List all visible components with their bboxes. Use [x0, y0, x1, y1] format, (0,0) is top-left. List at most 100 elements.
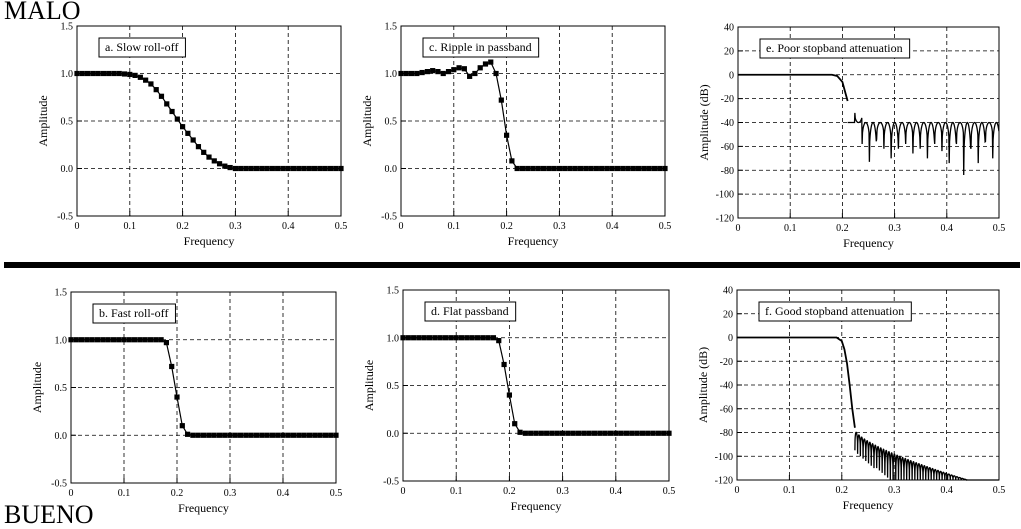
data-point	[430, 68, 436, 74]
chart-d: 0 0.1 0.2 0.3 0.4 0.5 -0.5 0.0 0.5 1.0 1.5 Frequenc…	[362, 286, 675, 514]
x-tick-label: 0.1	[450, 486, 463, 497]
x-tick-label: 0.1	[448, 221, 461, 232]
data-point	[609, 165, 615, 172]
y-tick-label: -40	[721, 118, 734, 129]
data-point	[291, 432, 297, 438]
data-point	[163, 340, 169, 346]
data-point	[424, 69, 430, 75]
data-point	[153, 87, 159, 93]
data-point	[158, 93, 165, 99]
y-axis-label: Amplitude	[36, 95, 50, 146]
data-point	[238, 432, 244, 438]
x-tick-label: 0.3	[556, 486, 569, 497]
data-point	[451, 67, 457, 73]
y-tick-label: -80	[721, 166, 734, 177]
y-tick-label: 0.5	[387, 381, 400, 392]
data-point	[477, 65, 483, 71]
data-point	[333, 165, 339, 172]
data-point	[533, 430, 539, 436]
data-point	[68, 337, 74, 343]
x-tick-label: 0.2	[171, 488, 184, 499]
series-line-stopband	[854, 431, 999, 481]
data-point	[575, 430, 582, 436]
data-point	[280, 165, 286, 172]
data-point	[549, 430, 555, 436]
data-point	[137, 74, 143, 80]
data-point	[530, 165, 536, 172]
y-tick-label: -100	[716, 190, 734, 201]
x-tick-label: 0.2	[503, 486, 516, 497]
data-point	[94, 337, 101, 343]
y-tick-label: 0.0	[55, 431, 68, 442]
data-point	[306, 432, 313, 438]
data-point	[416, 335, 422, 341]
data-point	[232, 432, 238, 438]
data-point	[301, 165, 307, 172]
x-tick-label: 0.5	[335, 221, 348, 232]
data-point	[517, 429, 523, 435]
data-point	[243, 165, 249, 172]
chart-e: 0 0.1 0.2 0.3 0.4 0.5 -120 -100 -80 -60 -40 -20 0 20 4…	[697, 23, 1005, 251]
data-point	[437, 335, 443, 341]
data-point	[634, 430, 640, 436]
y-tick-label: 40	[724, 23, 734, 34]
y-tick-label: -80	[720, 428, 733, 439]
data-point	[253, 165, 260, 172]
annotation-text: d. Flat passband	[431, 304, 509, 318]
y-tick-label: 1.5	[55, 288, 68, 299]
data-point	[546, 165, 552, 172]
data-point	[567, 165, 573, 172]
plot-frame	[400, 25, 666, 217]
data-point	[458, 335, 465, 341]
data-point	[593, 165, 599, 172]
x-tick-label: 0.2	[176, 221, 189, 232]
data-point	[200, 432, 207, 438]
data-point	[607, 430, 614, 436]
data-point	[333, 432, 339, 438]
y-tick-label: 0.0	[385, 164, 398, 175]
x-axis-label: Frequency	[184, 234, 235, 248]
data-point	[84, 337, 90, 343]
data-point	[453, 335, 459, 341]
data-point	[620, 165, 626, 172]
section-divider	[4, 262, 1020, 268]
y-tick-label: 0	[728, 333, 733, 344]
data-point	[646, 165, 652, 172]
data-point	[137, 337, 143, 343]
data-point	[275, 432, 281, 438]
data-point	[604, 165, 610, 172]
data-point	[132, 337, 138, 343]
y-axis-label: Amplitude	[30, 362, 44, 413]
data-point	[540, 165, 547, 172]
data-point	[493, 70, 499, 77]
data-point	[570, 430, 576, 436]
data-point	[90, 70, 96, 77]
data-point	[577, 165, 584, 172]
x-tick-label: 0	[735, 485, 740, 496]
data-point	[121, 337, 127, 343]
series-line-stopband	[847, 112, 1000, 176]
x-tick-label: 0	[69, 488, 74, 499]
annotation-text: f. Good stopband attenuation	[765, 304, 904, 318]
data-point	[591, 430, 598, 436]
x-tick-label: 0	[736, 223, 741, 234]
data-point	[411, 335, 417, 341]
data-point	[551, 165, 557, 172]
data-point	[312, 432, 318, 438]
x-tick-label: 0.5	[330, 488, 343, 499]
data-point	[556, 165, 562, 172]
data-point	[464, 335, 470, 341]
data-point	[469, 335, 475, 341]
x-tick-label: 0.4	[941, 223, 954, 234]
data-point	[599, 165, 605, 172]
data-point	[538, 430, 544, 436]
x-axis-label: Frequency	[843, 498, 894, 512]
data-point	[232, 165, 238, 172]
data-point	[432, 335, 438, 341]
x-tick-label: 0.1	[124, 221, 137, 232]
data-point	[106, 70, 112, 77]
data-point	[485, 335, 491, 341]
data-point	[222, 163, 228, 169]
x-axis-label: Frequency	[508, 234, 559, 248]
